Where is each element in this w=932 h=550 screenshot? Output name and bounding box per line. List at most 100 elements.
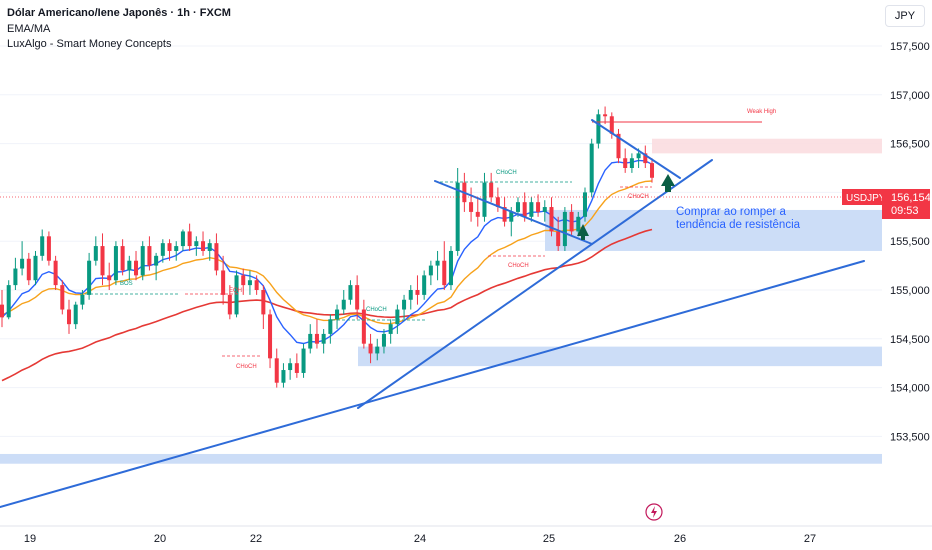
chart-header: Dólar Americano/Iene Japonês · 1h · FXCM… [7, 6, 231, 53]
rising-support-trendline[interactable] [357, 159, 713, 409]
candle-body [167, 243, 172, 251]
candle-body [589, 143, 594, 193]
candle-body [515, 202, 520, 212]
ma-long-line [1, 228, 653, 382]
candle-body [542, 207, 547, 212]
candle-body [562, 211, 567, 247]
candle-body [556, 231, 561, 247]
structure-markers: BOS EQH CHoCH CHoCH CHoCH CHoCH CHoCH We… [80, 109, 776, 370]
candle-body [529, 202, 534, 217]
candle-body [629, 158, 634, 168]
candle-body [194, 241, 199, 247]
candle-body [60, 285, 65, 310]
candle-body [582, 192, 587, 217]
candle-body [489, 182, 494, 198]
candle-body [87, 260, 92, 295]
candle-body [623, 158, 628, 168]
candle-body [549, 207, 554, 232]
candle-body [207, 243, 212, 251]
candle-body [288, 363, 293, 371]
candle-body [281, 370, 286, 383]
candle-body [596, 114, 601, 144]
candle-body [154, 255, 159, 266]
candle-body [53, 260, 58, 286]
order-block-zones [0, 138, 882, 464]
candle-body [201, 241, 206, 251]
candle-body [127, 260, 132, 271]
candle-body [522, 202, 527, 217]
candle-body [13, 268, 18, 286]
x-tick-label: 26 [674, 533, 686, 545]
x-tick-label: 20 [154, 533, 166, 545]
candle-body [402, 299, 407, 310]
candle-body [649, 163, 655, 178]
trendlines[interactable] [0, 119, 865, 508]
demand-zone [358, 346, 882, 367]
candle-body [609, 116, 614, 134]
ema-fast-line [1, 159, 653, 345]
candles-group [0, 106, 655, 388]
candle-body [636, 153, 641, 159]
current-price-tag: USDJPY 156,154 09:53 [842, 189, 931, 219]
candle-body [502, 207, 507, 222]
candle-body [120, 246, 125, 271]
indicator-smc[interactable]: LuxAlgo - Smart Money Concepts [7, 38, 172, 50]
triangle-upper-trendline[interactable] [434, 180, 593, 245]
chart-grid [0, 45, 882, 437]
price-axis[interactable]: 157,500157,000156,500156,000155,500155,0… [890, 41, 930, 443]
annotation-line-2: tendência de resistência [676, 219, 801, 231]
x-tick-label: 27 [804, 533, 816, 545]
candle-body [395, 309, 400, 325]
candle-body [254, 280, 259, 290]
candle-body [100, 246, 105, 276]
candle-body [268, 314, 273, 359]
candle-body [536, 202, 541, 212]
candle-body [147, 246, 152, 266]
y-tick-label: 154,000 [890, 383, 930, 395]
demand-zone [0, 453, 882, 464]
demand-zone [545, 209, 882, 251]
candle-body [261, 290, 266, 315]
price-tag-countdown: 09:53 [891, 205, 919, 217]
candle-body [80, 294, 85, 305]
candle-body [576, 216, 581, 232]
long-support-trendline[interactable] [0, 260, 865, 508]
candle-body [46, 236, 51, 261]
candle-body [361, 309, 366, 344]
candle-body [308, 333, 313, 349]
wedge-resistance-trendline[interactable] [591, 119, 681, 179]
candle-body [107, 275, 112, 281]
candle-body [388, 324, 393, 334]
eqh-label: EQH [229, 288, 242, 294]
candle-body [375, 346, 380, 354]
candle-body [113, 246, 118, 281]
candle-body [33, 255, 38, 281]
candle-body [247, 280, 252, 286]
candle-body [40, 236, 45, 256]
candle-body [448, 250, 453, 286]
candle-body [321, 333, 326, 344]
candle-body [482, 182, 487, 217]
breakout-arrow-icon [577, 224, 589, 240]
candle-body [341, 299, 346, 310]
supply-zone [652, 138, 882, 154]
candle-body [643, 153, 648, 164]
lightning-icon[interactable] [645, 503, 663, 521]
y-tick-label: 157,000 [890, 90, 930, 102]
currency-button[interactable]: JPY [885, 5, 925, 27]
annotation-line-1: Comprar ao romper a [676, 206, 787, 218]
ema-slow-line [1, 180, 653, 325]
time-axis[interactable]: 19 20 22 24 25 26 27 [24, 533, 816, 545]
x-tick-label: 25 [543, 533, 555, 545]
indicator-ema-ma[interactable]: EMA/MA [7, 22, 51, 35]
candle-body [301, 348, 306, 373]
candle-body [0, 304, 5, 318]
choch-label-2: CHoCH [366, 307, 387, 313]
choch-label-4: CHoCH [508, 263, 529, 269]
candle-body [381, 333, 386, 347]
candle-body [442, 260, 447, 286]
candle-body [93, 246, 98, 261]
symbol-title[interactable]: Dólar Americano/Iene Japonês · 1h · FXCM [7, 7, 231, 19]
candle-body [475, 211, 480, 217]
